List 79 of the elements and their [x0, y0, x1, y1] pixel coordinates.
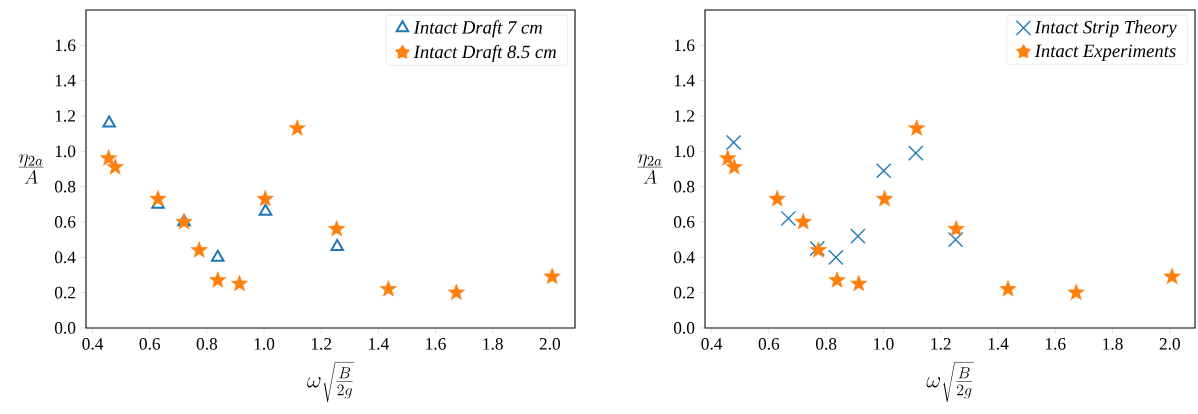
x-tick-label: 0.4: [701, 338, 723, 350]
y-tick-label: 0.0: [673, 322, 695, 334]
x-tick-label: 0.4: [82, 338, 104, 350]
point: [447, 283, 465, 300]
legend-label: Intact Draft 8.5 cm: [413, 44, 556, 62]
y-tick-label: 1.0: [55, 145, 76, 158]
y-tick-label: 0.6: [54, 216, 76, 228]
x-tick-label: 0.8: [196, 338, 218, 350]
point: [850, 228, 866, 244]
x-tick-label: 0.8: [815, 338, 837, 350]
y-tick-label: 0.8: [54, 180, 76, 193]
y-tick-label: 0.8: [673, 180, 695, 193]
point: [106, 158, 124, 175]
y-tick-label: 0.6: [673, 216, 695, 228]
y-tick-label: 0.2: [673, 286, 695, 299]
y-tick-label: 0.4: [673, 251, 695, 264]
point: [543, 267, 561, 285]
point: [875, 163, 892, 179]
x-tick-label: 1.6: [426, 338, 446, 350]
x-tick-label: 2.0: [539, 338, 561, 350]
x-axis-title: $\omega\sqrt{\frac{B}{2g}}$: [307, 362, 355, 403]
legend-label: Intact Experiments: [1034, 44, 1176, 61]
y-tick-label: 0.0: [54, 322, 76, 334]
point: [828, 271, 846, 288]
point: [768, 190, 786, 207]
point: [876, 190, 894, 207]
y-tick-label: 1.6: [674, 39, 695, 52]
y-tick-label: 1.0: [674, 145, 695, 158]
x-tick-label: 0.6: [139, 338, 161, 350]
x-tick-label: 1.4: [988, 338, 1009, 350]
x-tick-label: 1.2: [931, 338, 951, 350]
point: [794, 213, 812, 230]
x-tick-label: 1.0: [254, 338, 275, 350]
y-axis-title: $\frac{\eta_{2a}}{A}$: [18, 154, 44, 184]
y-tick-label: 1.4: [674, 74, 695, 87]
point: [258, 203, 273, 216]
point: [719, 149, 737, 166]
point: [725, 158, 743, 175]
y-tick-label: 1.6: [55, 39, 76, 52]
y-tick-label: 1.2: [55, 110, 76, 122]
point: [379, 280, 397, 297]
legend-label: Intact Strip Theory: [1034, 20, 1177, 38]
x-tick-label: 1.4: [369, 338, 389, 350]
point: [328, 220, 346, 237]
point: [947, 231, 964, 248]
point: [330, 239, 344, 252]
point: [828, 249, 844, 266]
point: [850, 274, 868, 292]
y-tick-label: 1.4: [55, 74, 76, 87]
point: [210, 249, 225, 262]
point: [1163, 267, 1181, 285]
point: [947, 220, 965, 237]
x-tick-label: 1.2: [311, 338, 332, 350]
x-tick-label: 1.8: [1103, 338, 1123, 350]
x-tick-label: 2.0: [1159, 338, 1180, 350]
point: [999, 280, 1017, 297]
x-tick-label: 1.6: [1045, 338, 1066, 350]
x-axis-title: $\omega\sqrt{\frac{B}{2g}}$: [926, 362, 974, 403]
legend-label: Intact Draft 7 cm: [413, 20, 542, 38]
x-tick-label: 1.0: [874, 338, 894, 350]
point: [230, 274, 248, 292]
point: [780, 210, 797, 227]
point: [725, 134, 742, 151]
point: [190, 241, 208, 258]
point: [256, 190, 274, 207]
x-tick-label: 0.6: [758, 338, 780, 350]
y-axis-title: $\frac{\eta_{2a}}{A}$: [637, 154, 663, 184]
point: [908, 145, 924, 161]
y-tick-label: 0.4: [54, 251, 76, 264]
point: [1067, 283, 1085, 300]
point: [288, 119, 306, 136]
point: [149, 190, 167, 207]
x-tick-label: 1.8: [483, 338, 503, 350]
point: [100, 149, 118, 166]
point: [908, 119, 926, 136]
point: [209, 271, 227, 288]
point: [102, 115, 116, 128]
y-tick-label: 1.2: [674, 110, 695, 122]
y-tick-label: 0.2: [54, 286, 76, 299]
